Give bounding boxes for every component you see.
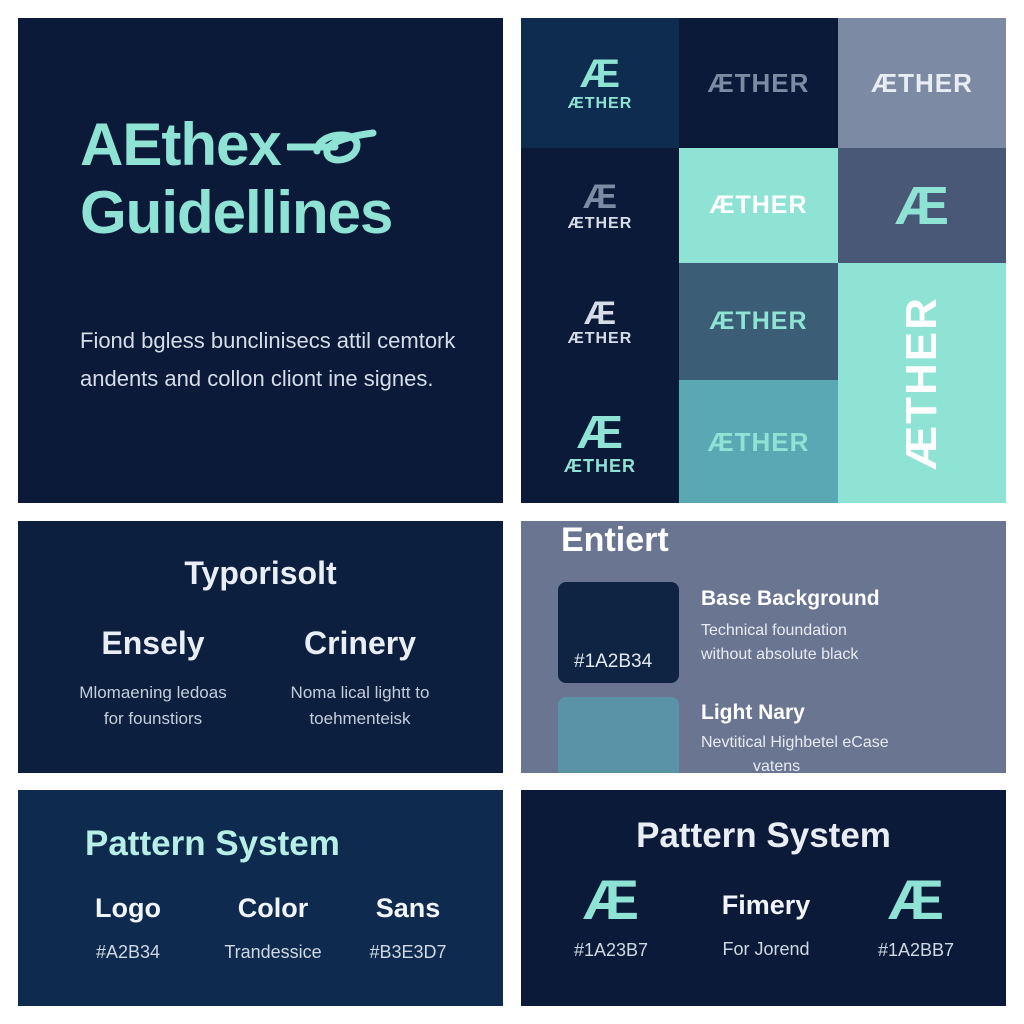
logo-tile: Æ ÆTHER	[521, 380, 679, 503]
hero-description: Fiond bgless bunclinisecs attil cemtork …	[80, 328, 456, 391]
pattern-label: Fimery	[721, 890, 811, 920]
logo-tile: ÆTHER	[679, 380, 838, 503]
logo-tile: Æ ÆTHER	[521, 263, 679, 380]
pattern-value: #1A2BB7	[877, 940, 955, 960]
wordmark-vertical: ÆTHER	[897, 296, 946, 470]
monogram: Æ	[580, 52, 620, 96]
pattern-label: Sans	[375, 893, 441, 923]
pattern-value: #B3E3D7	[369, 942, 447, 962]
color-swatch: #1A2B34	[558, 582, 679, 683]
font-sample: Ensely Mlomaening ledoas for founstiors	[43, 625, 263, 732]
wordmark: ÆTHER	[707, 426, 810, 457]
logo-tile: Æ ÆTHER	[521, 148, 679, 263]
color-panel: Entiert #1A2B34 Base Background Technica…	[521, 521, 1006, 773]
pattern-value: #1A23B7	[573, 940, 649, 960]
wordmark: ÆTHER	[567, 329, 633, 347]
font-note: Mlomaening ledoas for founstiors	[79, 683, 227, 728]
monogram: Æ	[583, 177, 617, 216]
wordmark: ÆTHER	[567, 214, 633, 232]
hero-panel: AEthex Guidellines Fiond bgless bunclini…	[18, 18, 503, 503]
pattern-item: Color Trandessice	[198, 893, 348, 963]
pattern-label: Color	[237, 893, 309, 923]
pattern-item: Æ #1A23B7	[546, 872, 676, 961]
logo-tile: ÆTHER	[679, 148, 838, 263]
font-sample: Crinery Noma lical lightt to toehmenteis…	[250, 625, 470, 732]
wordmark: ÆTHER	[871, 68, 973, 98]
color-panel-title: Entiert	[561, 521, 669, 559]
brand-swoosh-icon	[285, 117, 377, 181]
logo-tile-vertical: ÆTHER	[838, 263, 1006, 503]
wordmark: ÆTHER	[709, 191, 808, 219]
wordmark: ÆTHER	[709, 307, 808, 335]
swatch-hex: #1A2B34	[574, 651, 653, 672]
color-note: Nevtitical Highbetel eCase vatens	[701, 734, 889, 773]
logo-tile: Æ	[838, 148, 1006, 263]
pattern-value: Trandessice	[224, 942, 322, 962]
pattern-item: Fimery For Jorend	[696, 890, 836, 960]
pattern-system-panel: Pattern System Logo #A2B34 Color Trandes…	[18, 790, 503, 1006]
pattern-title: Pattern System	[636, 816, 891, 855]
pattern-label: Logo	[95, 893, 161, 923]
pattern-value: #A2B34	[95, 942, 161, 962]
wordmark: ÆTHER	[707, 68, 810, 98]
title-line-2: Guidellines	[80, 179, 393, 247]
wordmark: ÆTHER	[564, 455, 636, 476]
font-note: Noma lical lightt to toehmenteisk	[290, 683, 430, 728]
monogram: Æ	[577, 405, 623, 458]
pattern-item: Sans #B3E3D7	[348, 893, 468, 963]
typography-title: Typorisolt	[184, 555, 337, 591]
font-name: Ensely	[101, 625, 205, 661]
wordmark: ÆTHER	[567, 95, 633, 112]
pattern-title: Pattern System	[85, 824, 340, 863]
monogram: Æ	[888, 868, 944, 931]
color-name: Light Nary	[701, 701, 805, 724]
color-swatch	[558, 697, 679, 773]
monogram: Æ	[895, 175, 949, 236]
font-name: Crinery	[303, 625, 417, 661]
logo-tile: ÆTHER	[679, 18, 838, 148]
logo-tile: ÆTHER	[838, 18, 1006, 148]
logo-tile: Æ ÆTHER	[521, 18, 679, 148]
monogram: Æ	[584, 294, 616, 331]
monogram: Æ	[583, 868, 639, 931]
pattern-system-panel: Pattern System Æ #1A23B7 Fimery For Jore…	[521, 790, 1006, 1006]
color-note: Technical foundation without absolute bl…	[701, 622, 859, 663]
pattern-value: For Jorend	[722, 939, 810, 959]
typography-panel: Typorisolt Ensely Mlomaening ledoas for …	[18, 521, 503, 773]
page-title: AEthex Guidellines	[80, 111, 393, 247]
pattern-item: Æ #1A2BB7	[851, 872, 981, 961]
title-line-1: AEthex	[80, 111, 282, 178]
pattern-item: Logo #A2B34	[58, 893, 198, 963]
logo-tile: ÆTHER	[679, 263, 838, 380]
logo-variation-grid: Æ ÆTHER ÆTHER ÆTHER Æ ÆTHER ÆTHER Æ Æ ÆT…	[521, 18, 1006, 503]
color-name: Base Background	[701, 587, 880, 610]
